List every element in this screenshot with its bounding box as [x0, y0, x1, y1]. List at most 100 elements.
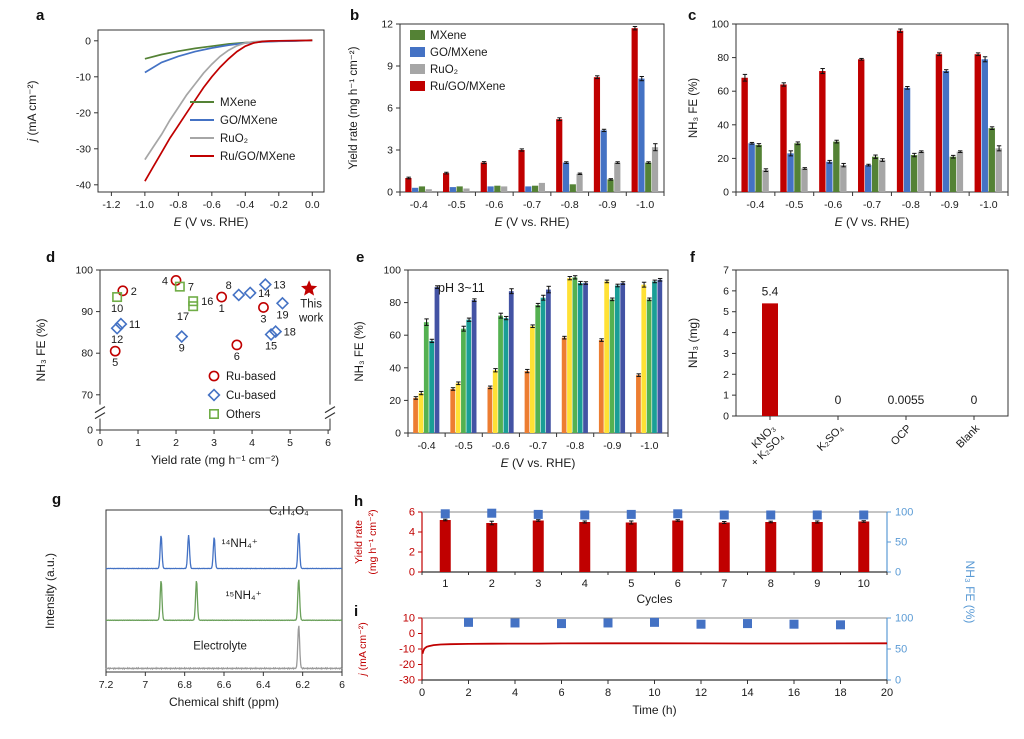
svg-text:NH₃ FE (%): NH₃ FE (%)	[354, 321, 366, 381]
svg-text:-20: -20	[399, 659, 415, 671]
svg-text:0: 0	[723, 411, 729, 423]
svg-text:3: 3	[260, 313, 266, 325]
panel-b: b -0.4 -0.5 -0.6 -0.7 -0.8 -0.9 -1.0 0 3 6 9 12 E (V …	[342, 4, 678, 246]
svg-text:14: 14	[258, 288, 270, 300]
svg-text:0: 0	[87, 425, 93, 437]
svg-text:0: 0	[97, 437, 103, 449]
svg-text:-1.0: -1.0	[980, 199, 998, 211]
svg-text:-0.5: -0.5	[448, 199, 466, 211]
svg-text:E (V vs. RHE): E (V vs. RHE)	[501, 456, 576, 470]
svg-text:40: 40	[717, 119, 729, 131]
panel-a: a -1.2 -1.0 -0.8 -0.6 -0.4 -0.2 0.0 0 -10 -20 -30 -4…	[20, 4, 342, 246]
svg-text:RuO₂: RuO₂	[220, 133, 248, 145]
svg-text:-0.6: -0.6	[492, 440, 510, 452]
svg-text:-0.8: -0.8	[902, 199, 920, 211]
svg-text:This: This	[300, 299, 322, 311]
svg-text:NH₃ FE (%): NH₃ FE (%)	[688, 78, 700, 138]
chart-a-canvas: a -1.2 -1.0 -0.8 -0.6 -0.4 -0.2 0.0 0 -10 -20 -30 -4…	[25, 7, 325, 229]
svg-text:-1.2: -1.2	[102, 199, 120, 211]
svg-text:4: 4	[162, 275, 168, 287]
svg-text:0: 0	[395, 428, 401, 440]
svg-text:¹⁴NH₄⁺: ¹⁴NH₄⁺	[222, 538, 258, 550]
svg-text:3: 3	[535, 578, 541, 590]
svg-text:-30: -30	[399, 675, 415, 687]
chart-c-canvas: c -0.4 -0.5 -0.6 -0.7 -0.8 -0.9 -1.0 0 20 40 60 80 10…	[688, 7, 1009, 229]
svg-text:0: 0	[723, 187, 729, 199]
svg-text:h: h	[354, 493, 363, 510]
svg-text:-40: -40	[76, 179, 91, 191]
svg-text:6.2: 6.2	[295, 679, 310, 691]
svg-text:6: 6	[234, 351, 240, 363]
svg-text:9: 9	[387, 61, 393, 73]
svg-text:2: 2	[173, 437, 179, 449]
panel-c: c -0.4 -0.5 -0.6 -0.7 -0.8 -0.9 -1.0 0 20 40 60 80 10…	[682, 4, 1022, 246]
svg-text:Ru/GO/MXene: Ru/GO/MXene	[220, 151, 295, 163]
svg-text:0: 0	[387, 187, 393, 199]
svg-text:20: 20	[717, 153, 729, 165]
panel-h-i: h 0 2 4 6 0 50 100 1 2 3 4 5 6 7 8 9 10 Cycles Yield rate (m…	[350, 490, 1024, 739]
svg-text:1: 1	[723, 390, 729, 402]
svg-text:40: 40	[389, 362, 401, 374]
svg-text:5: 5	[112, 357, 118, 369]
svg-text:Electrolyte: Electrolyte	[193, 641, 247, 653]
svg-text:Time (h): Time (h)	[632, 703, 676, 717]
svg-text:2: 2	[723, 369, 729, 381]
svg-text:100: 100	[75, 265, 93, 277]
svg-text:E (V vs. RHE): E (V vs. RHE)	[495, 215, 570, 229]
svg-text:-0.6: -0.6	[485, 199, 503, 211]
svg-text:11: 11	[129, 319, 140, 331]
svg-text:NH₃ FE (%): NH₃ FE (%)	[34, 319, 48, 382]
svg-text:7: 7	[142, 679, 148, 691]
svg-text:6: 6	[387, 103, 393, 115]
svg-text:Chemical shift (ppm): Chemical shift (ppm)	[169, 695, 279, 709]
svg-text:-1.0: -1.0	[640, 440, 658, 452]
svg-text:1: 1	[135, 437, 141, 449]
svg-text:-0.7: -0.7	[529, 440, 547, 452]
svg-text:0: 0	[409, 567, 415, 579]
svg-text:50: 50	[895, 537, 907, 549]
svg-text:0: 0	[895, 675, 901, 687]
svg-text:2: 2	[131, 286, 137, 298]
svg-text:Cycles: Cycles	[636, 592, 672, 606]
svg-text:3: 3	[387, 145, 393, 157]
svg-text:-10: -10	[399, 644, 415, 656]
svg-text:-0.5: -0.5	[785, 199, 803, 211]
svg-text:NH₃ FE (%): NH₃ FE (%)	[963, 561, 977, 624]
panel-f: f 0 1 2 3 4 5 6 7 NH₃ (mg) 5.4 KNO₃ + K₂SO₄ 0 K₂SO₄ 0.0…	[682, 248, 1022, 490]
svg-text:K₂SO₄: K₂SO₄	[815, 422, 846, 453]
svg-text:80: 80	[389, 297, 401, 309]
svg-text:6: 6	[409, 507, 415, 519]
svg-text:50: 50	[895, 644, 907, 656]
svg-text:Others: Others	[226, 409, 261, 421]
svg-text:e: e	[356, 249, 364, 266]
svg-text:-0.9: -0.9	[603, 440, 621, 452]
svg-text:20: 20	[389, 395, 401, 407]
svg-text:-0.8: -0.8	[566, 440, 584, 452]
svg-text:-0.6: -0.6	[203, 199, 221, 211]
svg-text:-0.4: -0.4	[418, 440, 436, 452]
svg-text:7: 7	[721, 578, 727, 590]
svg-text:7.2: 7.2	[99, 679, 114, 691]
svg-text:-0.9: -0.9	[941, 199, 959, 211]
svg-text:-0.9: -0.9	[598, 199, 616, 211]
svg-text:Yield rate: Yield rate	[353, 520, 365, 564]
svg-text:13: 13	[273, 280, 285, 292]
svg-text:0: 0	[409, 628, 415, 640]
svg-text:6: 6	[723, 285, 729, 297]
svg-text:8: 8	[226, 280, 232, 292]
svg-text:6.8: 6.8	[177, 679, 192, 691]
svg-text:7: 7	[188, 282, 194, 294]
svg-text:RuO₂: RuO₂	[430, 64, 458, 76]
svg-text:15: 15	[265, 340, 277, 352]
svg-text:d: d	[46, 249, 55, 266]
svg-text:-0.6: -0.6	[824, 199, 842, 211]
svg-text:GO/MXene: GO/MXene	[430, 47, 488, 59]
svg-text:Yield rate (mg h⁻¹ cm⁻²): Yield rate (mg h⁻¹ cm⁻²)	[151, 453, 279, 467]
svg-text:2: 2	[409, 547, 415, 559]
svg-text:work: work	[298, 313, 324, 325]
svg-text:-0.8: -0.8	[561, 199, 579, 211]
svg-text:c: c	[688, 7, 696, 24]
svg-text:100: 100	[711, 19, 729, 31]
svg-text:80: 80	[717, 52, 729, 64]
svg-text:5: 5	[287, 437, 293, 449]
